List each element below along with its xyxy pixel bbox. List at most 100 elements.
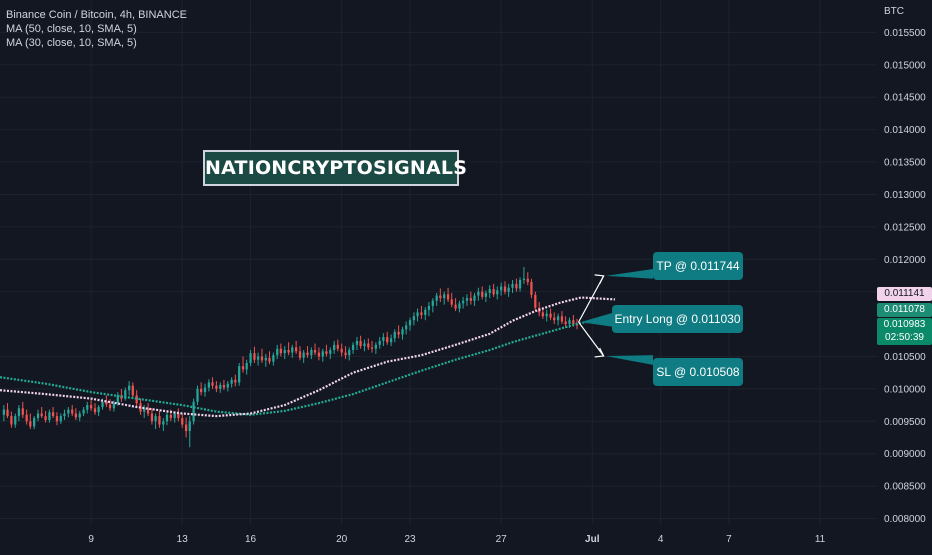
candle-body: [238, 366, 241, 383]
sl-callout-pointer: [605, 355, 653, 365]
candle-body: [10, 416, 13, 425]
price-tick-label: 0.014500: [884, 93, 926, 104]
candle-body: [222, 385, 226, 388]
candle-body: [397, 331, 400, 335]
candle-body: [522, 278, 526, 280]
candle-body: [112, 403, 116, 409]
candle-body: [553, 317, 556, 321]
time-tick-label: 23: [404, 534, 416, 545]
candle-body: [44, 416, 47, 420]
candle-body: [150, 413, 154, 422]
candle-body: [556, 316, 560, 321]
candle-body: [355, 340, 359, 345]
candle-body: [344, 352, 347, 356]
candle-body: [545, 313, 548, 317]
time-tick-label: 16: [245, 534, 257, 545]
ma30-legend[interactable]: MA (30, close, 10, SMA, 5): [6, 37, 137, 49]
candle-body: [226, 383, 229, 388]
candle-body: [439, 295, 442, 299]
candle-body: [351, 344, 355, 350]
candle-body: [169, 414, 172, 419]
candle-body: [253, 353, 256, 360]
candle-body: [264, 357, 267, 361]
candle-body: [389, 338, 393, 343]
candle-body: [143, 408, 146, 412]
tp-callout[interactable]: TP @ 0.011744: [653, 252, 743, 280]
candle-body: [310, 350, 313, 356]
candle-body: [146, 408, 150, 414]
candle-body: [359, 340, 362, 347]
candle-body: [313, 350, 317, 353]
candle-body: [74, 413, 77, 418]
candle-body: [420, 312, 423, 315]
candle-body: [241, 366, 245, 370]
time-axis[interactable]: 9 13 16 20 23 27 Jul 4 7 11: [88, 534, 825, 545]
ma50-price-tag: 0.011141: [877, 287, 932, 301]
candle-body: [363, 343, 366, 347]
time-tick-label: 9: [88, 534, 94, 545]
ma50-legend[interactable]: MA (50, close, 10, SMA, 5): [6, 23, 137, 35]
entry-callout[interactable]: Entry Long @ 0.011030: [612, 305, 743, 333]
price-tick-label: 0.010500: [884, 352, 926, 363]
candle-body: [572, 320, 575, 325]
candle-body: [393, 331, 396, 339]
price-tick-label: 0.009000: [884, 449, 926, 460]
candle-body: [348, 350, 351, 356]
time-tick-label: 4: [658, 534, 664, 545]
price-tick-label: 0.008000: [884, 514, 926, 525]
candle-body: [435, 295, 438, 301]
candle-body: [25, 414, 28, 422]
candle-body: [184, 424, 188, 432]
candle-body: [408, 320, 412, 326]
candle-body: [211, 382, 214, 386]
ma30-price-tag: 0.011078: [877, 303, 932, 317]
candle-body: [116, 395, 119, 404]
candle-body: [431, 300, 434, 306]
candle-body: [2, 409, 6, 415]
candle-body: [260, 356, 264, 361]
trade-arrows: [578, 268, 653, 365]
candle-body: [484, 292, 488, 297]
candle-body: [443, 294, 446, 299]
candle-body: [162, 421, 165, 425]
time-tick-label: 13: [177, 534, 189, 545]
tp-arrow-head: [594, 274, 605, 285]
ma30-line: [0, 317, 616, 416]
candle-body: [245, 362, 248, 370]
candle-body: [526, 278, 529, 282]
candle-body: [306, 352, 309, 356]
candle-body: [298, 351, 302, 358]
tp-callout-pointer: [605, 268, 653, 279]
chart-legend: Binance Coin / Bitcoin, 4h, BINANCE MA (…: [6, 8, 187, 50]
price-tick-label: 0.008500: [884, 482, 926, 493]
candle-body: [279, 348, 282, 354]
sl-callout[interactable]: SL @ 0.010508: [653, 358, 743, 386]
candle-body: [367, 343, 370, 348]
candle-body: [458, 303, 461, 309]
price-axis[interactable]: 0.015500 0.015000 0.014500 0.014000 0.013500…: [884, 28, 926, 525]
candle-body: [40, 413, 43, 417]
candle-body: [29, 421, 32, 427]
candle-body: [507, 287, 510, 292]
moving-averages: [0, 296, 616, 418]
candle-body: [473, 295, 476, 301]
price-tick-label: 0.013500: [884, 158, 926, 169]
sl-arrow-head: [594, 347, 605, 358]
candle-body: [82, 409, 85, 414]
candle-body: [177, 413, 180, 419]
candle-body: [196, 388, 199, 402]
entry-callout-pointer: [580, 313, 612, 327]
candle-body: [200, 388, 203, 393]
candle-body: [511, 283, 514, 288]
sl-arrow-line: [578, 321, 605, 357]
candle-body: [207, 382, 211, 388]
candle-body: [249, 353, 252, 363]
candle-body: [97, 407, 100, 413]
candle-body: [382, 337, 385, 341]
watermark-text: NATIONCRYPTOSIGNALS: [203, 150, 467, 186]
symbol-title[interactable]: Binance Coin / Bitcoin, 4h, BINANCE: [6, 9, 187, 21]
candle-body: [336, 344, 339, 349]
candle-body: [181, 418, 184, 425]
